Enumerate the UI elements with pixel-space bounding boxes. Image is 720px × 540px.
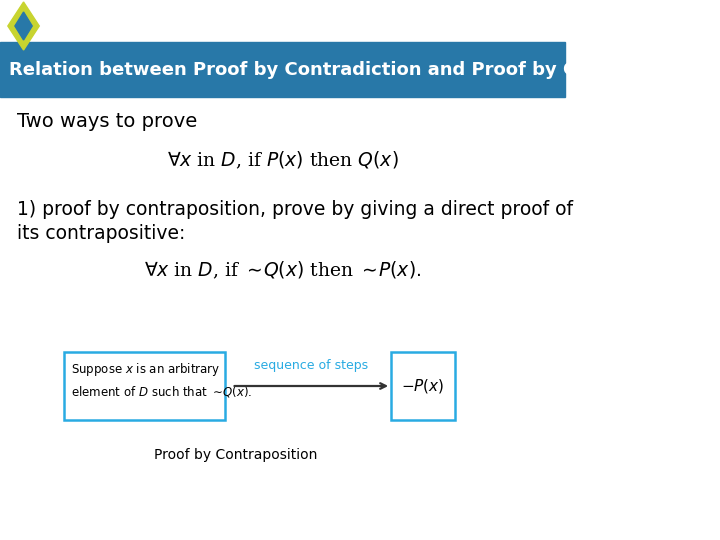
Text: $\forall x$ in $D$, if $P(x)$ then $Q(x)$: $\forall x$ in $D$, if $P(x)$ then $Q(x)… bbox=[167, 150, 399, 171]
Text: $-P(x)$: $-P(x)$ bbox=[402, 377, 445, 395]
Text: its contrapositive:: its contrapositive: bbox=[17, 224, 186, 243]
Text: Relation between Proof by Contradiction and Proof by Contraposition: Relation between Proof by Contradiction … bbox=[9, 61, 713, 79]
Bar bbox=[391, 352, 456, 420]
Polygon shape bbox=[8, 2, 40, 50]
Bar bbox=[64, 352, 225, 420]
Bar bbox=[0, 42, 565, 97]
Polygon shape bbox=[15, 12, 32, 40]
Text: Suppose $x$ is an arbitrary: Suppose $x$ is an arbitrary bbox=[71, 361, 220, 378]
Text: $\forall x$ in $D$, if $\sim\!Q(x)$ then $\sim\!P(x).$: $\forall x$ in $D$, if $\sim\!Q(x)$ then… bbox=[144, 260, 421, 281]
Text: Proof by Contraposition: Proof by Contraposition bbox=[154, 448, 318, 462]
Text: Two ways to prove: Two ways to prove bbox=[17, 112, 197, 131]
Text: sequence of steps: sequence of steps bbox=[254, 359, 369, 372]
Text: element of $D$ such that $\sim\!Q(x).$: element of $D$ such that $\sim\!Q(x).$ bbox=[71, 384, 252, 399]
Text: 1) proof by contraposition, prove by giving a direct proof of: 1) proof by contraposition, prove by giv… bbox=[17, 200, 573, 219]
